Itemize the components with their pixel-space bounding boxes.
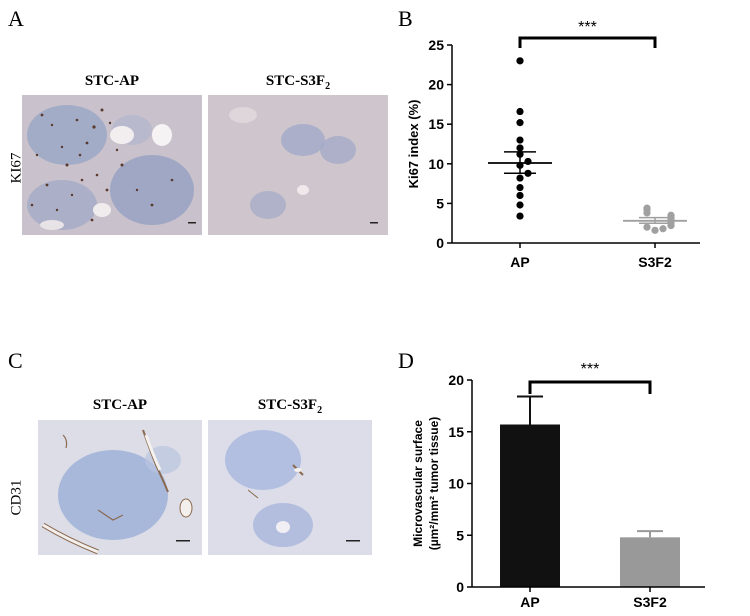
- panel-letter-d: D: [398, 348, 414, 373]
- data-point: [659, 225, 667, 233]
- chart-b: 0 5 10 15 20 25 AP S3F2 Ki67 index (%) ***: [406, 19, 700, 270]
- data-point: [516, 136, 524, 144]
- micro-title-a-s3f2: STC-S3F2: [265, 73, 331, 92]
- significance-stars: ***: [581, 361, 600, 378]
- bar-s3f2: [620, 537, 680, 587]
- significance-bracket: [528, 380, 652, 394]
- y-tick-label: 20: [428, 77, 444, 93]
- data-point: [516, 144, 524, 152]
- y-tick-label: 0: [456, 579, 464, 595]
- y-axis-label: Ki67 index (%): [406, 100, 421, 189]
- micrograph-ki67-ap: [22, 95, 202, 235]
- x-tick-label: AP: [510, 254, 529, 270]
- significance-bracket: [518, 36, 657, 48]
- micrograph-cd31-s3f2: [208, 420, 372, 555]
- y-tick-label: 10: [448, 476, 464, 492]
- y-tick-label: 5: [436, 195, 444, 211]
- data-point: [516, 201, 524, 209]
- data-point: [516, 174, 524, 182]
- panel-letter-c: C: [8, 348, 23, 373]
- y-tick-label: 15: [448, 424, 464, 440]
- cd31-stain-label: CD31: [8, 479, 25, 516]
- data-point: [643, 223, 651, 231]
- data-point: [516, 183, 524, 192]
- data-point: [516, 107, 524, 116]
- data-point: [516, 119, 524, 127]
- y-tick-label: 25: [428, 37, 444, 53]
- data-point: [524, 157, 532, 166]
- data-point: [516, 191, 524, 200]
- x-tick-label: AP: [520, 594, 539, 610]
- data-point: [651, 226, 659, 234]
- data-point: [516, 57, 524, 65]
- y-tick-label: 15: [428, 116, 444, 132]
- bar-ap: [500, 424, 560, 587]
- y-tick-label: 5: [456, 527, 464, 543]
- panel-letter-b: B: [398, 6, 413, 31]
- significance-stars: ***: [578, 19, 597, 36]
- y-tick-label: 10: [428, 156, 444, 172]
- panel-letter-a: A: [8, 6, 24, 31]
- chart-d: 0 5 10 15 20 AP S3F2 Microvascular surface (µm²/…: [411, 361, 705, 610]
- x-tick-label: S3F2: [638, 254, 672, 270]
- micro-title-c-ap: STC-AP: [92, 397, 148, 413]
- micro-title-a-ap: STC-AP: [84, 73, 140, 89]
- y-tick-label: 20: [448, 372, 464, 388]
- y-axis-label-line1: Microvascular surface: [411, 420, 425, 547]
- micro-title-c-s3f2: STC-S3F2: [257, 397, 323, 416]
- y-tick-label: 0: [436, 235, 444, 251]
- x-tick-label: S3F2: [633, 594, 667, 610]
- y-axis-label-line2: (µm²/mm² tumor tissue): [427, 417, 441, 551]
- data-point: [643, 204, 651, 212]
- micrograph-ki67-s3f2: [208, 95, 388, 235]
- data-point: [516, 212, 524, 220]
- micrograph-cd31-ap: [38, 420, 202, 555]
